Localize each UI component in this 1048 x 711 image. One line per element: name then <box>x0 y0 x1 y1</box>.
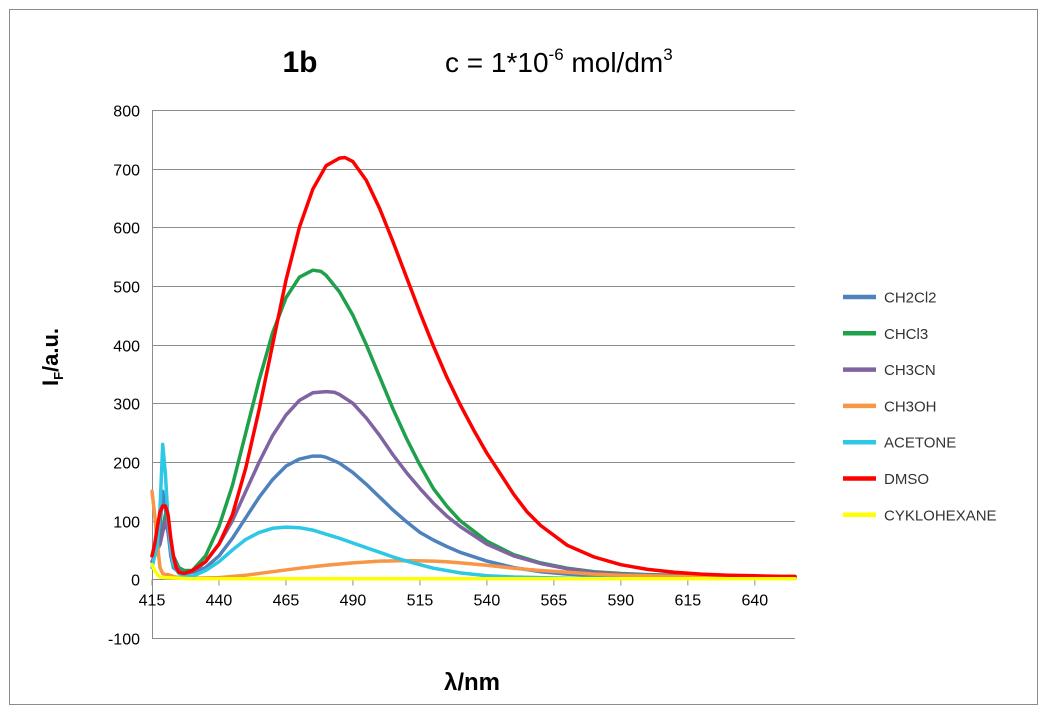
x-tick-label: 440 <box>206 593 233 610</box>
legend-label-ch3oh: CH3OH <box>884 398 937 415</box>
x-tick-label: 540 <box>474 593 501 610</box>
chart-border <box>9 9 1038 705</box>
y-tick-label: 700 <box>113 163 140 180</box>
y-tick-label: 500 <box>113 280 140 297</box>
x-axis-label: λ/nm <box>444 669 500 696</box>
y-axis-label-unit: /a.u. <box>38 328 63 372</box>
y-tick-label: 600 <box>113 221 140 238</box>
legend-label-dmso: DMSO <box>884 471 929 488</box>
series-line-cyklohexane <box>150 562 797 581</box>
y-axis-label-subscript: F <box>51 372 66 380</box>
legend-label-ch2cl2: CH2Cl2 <box>884 290 937 307</box>
x-tick-label: 565 <box>541 593 568 610</box>
series-lines <box>150 155 797 581</box>
legend: CH2Cl2 CHCl3 CH3CN CH3OH ACETONE DMSO CYKLOHEX… <box>843 290 997 524</box>
y-tick-label: 0 <box>131 573 140 590</box>
x-tick-label: 465 <box>273 593 300 610</box>
y-tick-label: 800 <box>113 104 140 121</box>
y-tick-label: 400 <box>113 339 140 356</box>
subtitle-unit: mol/dm <box>564 47 664 78</box>
y-tick-label: 100 <box>113 515 140 532</box>
series-line-ch3oh <box>150 489 797 580</box>
x-tick-label: 515 <box>407 593 434 610</box>
grid-lines <box>152 110 795 639</box>
legend-label-chcl3: CHCl3 <box>884 326 928 343</box>
x-tick-label: 590 <box>608 593 635 610</box>
subtitle-main: c = 1*10 <box>445 47 549 78</box>
x-tick-label: 615 <box>674 593 701 610</box>
subtitle-exponent-2: 3 <box>663 45 672 64</box>
y-tick-label: -100 <box>108 632 140 649</box>
tick-labels: -100 0 100 200 300 400 500 600 700 800 415 440 465 49… <box>108 104 768 649</box>
x-tick-label: 640 <box>741 593 768 610</box>
x-tick-label: 490 <box>340 593 367 610</box>
chart-subtitle: c = 1*10-6 mol/dm3 <box>445 45 673 78</box>
x-tick-label: 415 <box>139 593 166 610</box>
y-axis-label-main: I <box>38 380 63 386</box>
subtitle-exponent-1: -6 <box>549 45 564 64</box>
legend-label-ch3cn: CH3CN <box>884 362 936 379</box>
chart-title: 1b <box>282 46 317 79</box>
legend-label-cyklohexane: CYKLOHEXANE <box>884 507 997 524</box>
y-axis-label: IF/a.u. <box>38 328 66 386</box>
y-tick-label: 300 <box>113 397 140 414</box>
legend-label-acetone: ACETONE <box>884 435 956 452</box>
series-line-dmso <box>150 155 797 579</box>
y-tick-label: 200 <box>113 456 140 473</box>
